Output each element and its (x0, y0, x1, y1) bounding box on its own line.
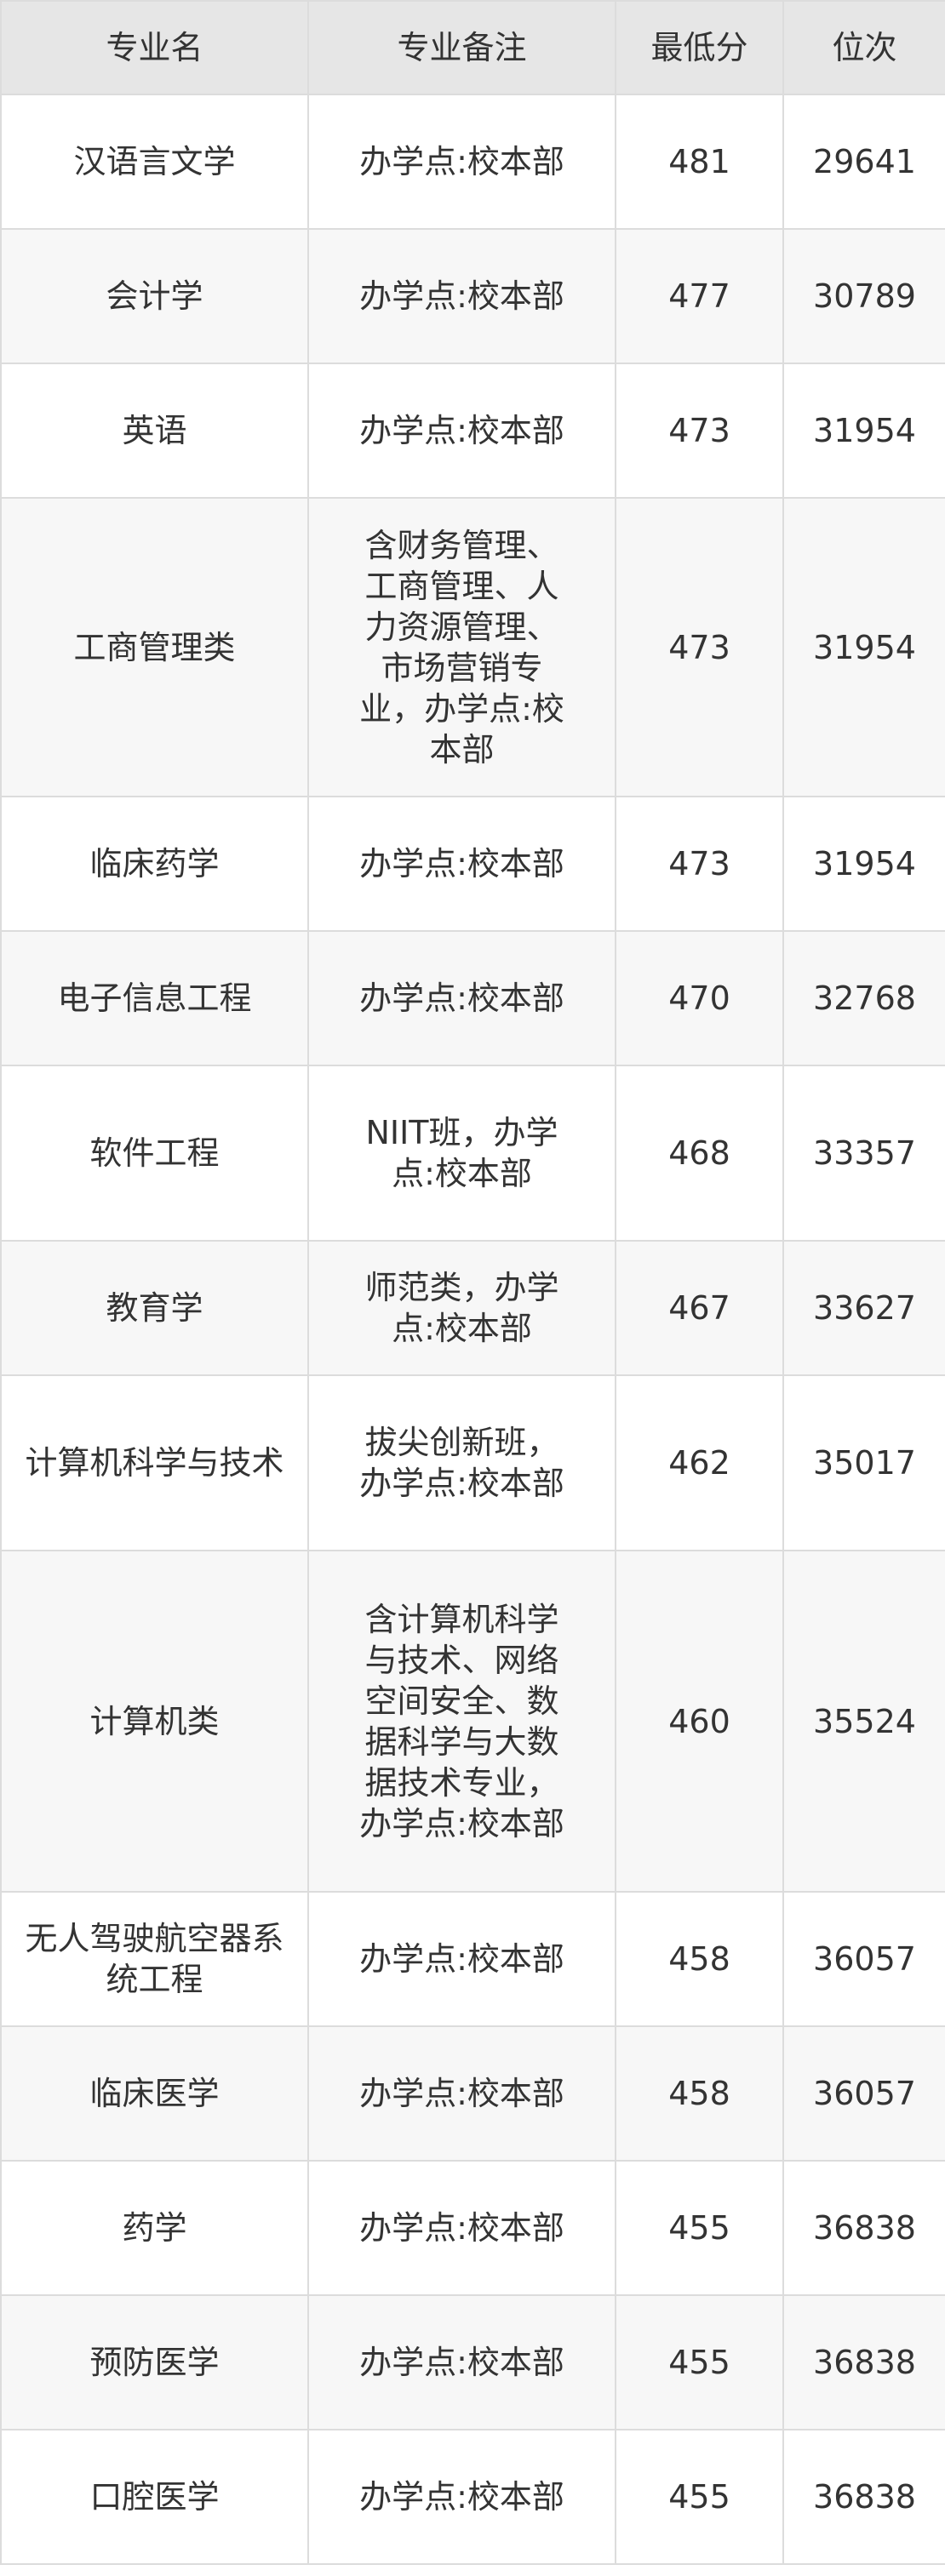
major-remark-cell: 办学点:校本部 (307, 930, 616, 1066)
table-row: 计算机科学与技术 拔尖创新班，办学点:校本部 462 35017 (0, 1374, 945, 1551)
major-name-cell: 预防医学 (0, 2294, 309, 2430)
major-remark-cell: 含财务管理、工商管理、人力资源管理、市场营销专业，办学点:校本部 (307, 497, 616, 797)
table-row: 教育学 师范类，办学点:校本部 467 33627 (0, 1240, 945, 1376)
table-row: 临床医学 办学点:校本部 458 36057 (0, 2025, 945, 2162)
table-row: 预防医学 办学点:校本部 455 36838 (0, 2294, 945, 2430)
major-name-cell: 药学 (0, 2160, 309, 2296)
min-score-cell: 462 (615, 1374, 784, 1551)
major-name-cell: 无人驾驶航空器系统工程 (0, 1891, 309, 2027)
min-score-cell: 458 (615, 1891, 784, 2027)
major-name-cell: 汉语言文学 (0, 94, 309, 230)
major-remark-cell: 办学点:校本部 (307, 2294, 616, 2430)
rank-cell: 33627 (782, 1240, 945, 1376)
min-score-cell: 473 (615, 363, 784, 499)
table-row: 软件工程 NIIT班，办学点:校本部 468 33357 (0, 1065, 945, 1242)
min-score-cell: 468 (615, 1065, 784, 1242)
min-score-cell: 477 (615, 228, 784, 364)
major-remark-cell: 师范类，办学点:校本部 (307, 1240, 616, 1376)
min-score-cell: 458 (615, 2025, 784, 2162)
table-row: 无人驾驶航空器系统工程 办学点:校本部 458 36057 (0, 1891, 945, 2027)
table-row: 汉语言文学 办学点:校本部 481 29641 (0, 94, 945, 230)
min-score-cell: 455 (615, 2160, 784, 2296)
major-remark-cell: 办学点:校本部 (307, 2429, 616, 2565)
min-score-cell: 473 (615, 796, 784, 932)
min-score-cell: 473 (615, 497, 784, 797)
rank-cell: 35524 (782, 1550, 945, 1893)
major-name-cell: 临床药学 (0, 796, 309, 932)
major-remark-cell: 含计算机科学与技术、网络空间安全、数据科学与大数据技术专业，办学点:校本部 (307, 1550, 616, 1893)
major-remark-cell: 办学点:校本部 (307, 1891, 616, 2027)
rank-cell: 36838 (782, 2160, 945, 2296)
major-name-cell: 临床医学 (0, 2025, 309, 2162)
major-name-cell: 软件工程 (0, 1065, 309, 1242)
major-remark-cell: 办学点:校本部 (307, 94, 616, 230)
rank-cell: 33357 (782, 1065, 945, 1242)
min-score-cell: 481 (615, 94, 784, 230)
major-name-cell: 英语 (0, 363, 309, 499)
major-name-cell: 计算机科学与技术 (0, 1374, 309, 1551)
rank-cell: 30789 (782, 228, 945, 364)
table-row: 会计学 办学点:校本部 477 30789 (0, 228, 945, 364)
table-row: 临床药学 办学点:校本部 473 31954 (0, 796, 945, 932)
rank-cell: 31954 (782, 497, 945, 797)
major-name-cell: 会计学 (0, 228, 309, 364)
min-score-cell: 455 (615, 2429, 784, 2565)
major-name-cell: 教育学 (0, 1240, 309, 1376)
header-rank: 位次 (782, 0, 945, 95)
table-row: 计算机类 含计算机科学与技术、网络空间安全、数据科学与大数据技术专业，办学点:校本… (0, 1550, 945, 1893)
table-row: 口腔医学 办学点:校本部 455 36838 (0, 2429, 945, 2565)
table-body: 汉语言文学 办学点:校本部 481 29641 会计学 办学点:校本部 477 30789 英语… (0, 94, 945, 2565)
min-score-cell: 455 (615, 2294, 784, 2430)
rank-cell: 29641 (782, 94, 945, 230)
min-score-cell: 470 (615, 930, 784, 1066)
header-major-name: 专业名 (0, 0, 309, 95)
table-row: 药学 办学点:校本部 455 36838 (0, 2160, 945, 2296)
table-header-row: 专业名 专业备注 最低分 位次 (0, 0, 945, 95)
header-major-remark: 专业备注 (307, 0, 616, 95)
table-row: 工商管理类 含财务管理、工商管理、人力资源管理、市场营销专业，办学点:校本部 473… (0, 497, 945, 797)
major-remark-cell: 办学点:校本部 (307, 363, 616, 499)
major-remark-cell: 办学点:校本部 (307, 796, 616, 932)
major-name-cell: 工商管理类 (0, 497, 309, 797)
rank-cell: 36057 (782, 1891, 945, 2027)
major-remark-cell: 办学点:校本部 (307, 2160, 616, 2296)
header-min-score: 最低分 (615, 0, 784, 95)
major-remark-cell: NIIT班，办学点:校本部 (307, 1065, 616, 1242)
table-row: 英语 办学点:校本部 473 31954 (0, 363, 945, 499)
min-score-cell: 460 (615, 1550, 784, 1893)
major-remark-cell: 办学点:校本部 (307, 228, 616, 364)
rank-cell: 35017 (782, 1374, 945, 1551)
rank-cell: 36057 (782, 2025, 945, 2162)
major-name-cell: 口腔医学 (0, 2429, 309, 2565)
major-name-cell: 电子信息工程 (0, 930, 309, 1066)
rank-cell: 36838 (782, 2294, 945, 2430)
table-row: 电子信息工程 办学点:校本部 470 32768 (0, 930, 945, 1066)
rank-cell: 32768 (782, 930, 945, 1066)
min-score-cell: 467 (615, 1240, 784, 1376)
major-name-cell: 计算机类 (0, 1550, 309, 1893)
rank-cell: 31954 (782, 796, 945, 932)
major-remark-cell: 办学点:校本部 (307, 2025, 616, 2162)
major-remark-cell: 拔尖创新班，办学点:校本部 (307, 1374, 616, 1551)
rank-cell: 36838 (782, 2429, 945, 2565)
rank-cell: 31954 (782, 363, 945, 499)
